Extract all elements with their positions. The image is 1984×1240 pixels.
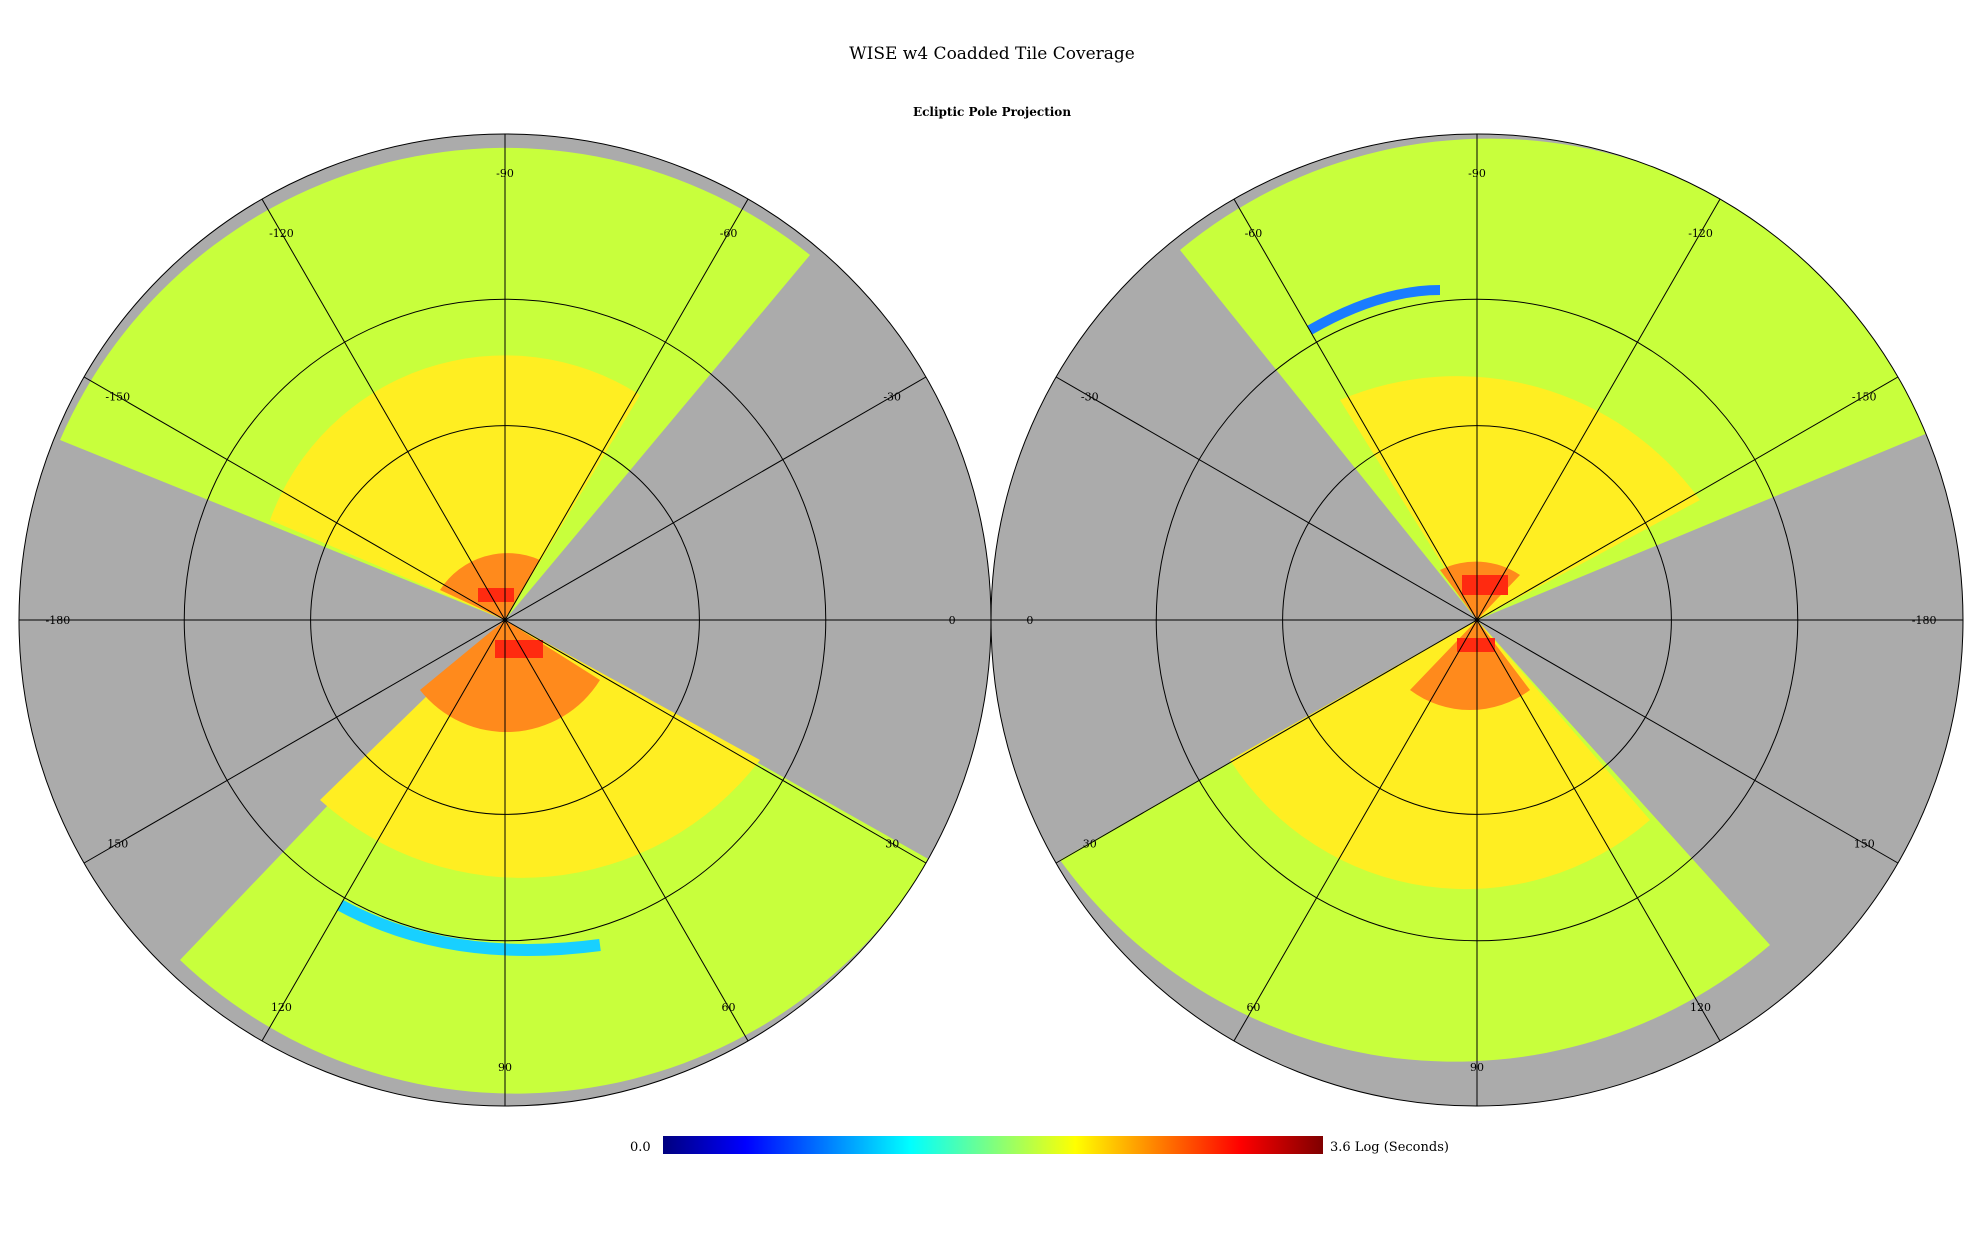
right-grid-labels: 0 -30 -60 -90 -120 -150 -180 150 120 90 60 30 xyxy=(1026,167,1936,1074)
pole-cap-lower xyxy=(1457,638,1495,652)
longitude-label: -120 xyxy=(1688,227,1713,240)
longitude-label: -30 xyxy=(883,390,901,403)
meridian-line xyxy=(83,376,927,864)
longitude-label: 150 xyxy=(107,838,128,851)
coverage-wedge-upper-mid xyxy=(270,355,640,620)
longitude-label: 90 xyxy=(1470,1061,1484,1074)
longitude-label: -60 xyxy=(720,227,738,240)
coverage-wedge-lower-inner xyxy=(420,620,600,733)
low-coverage-arc xyxy=(1307,285,1441,335)
longitude-label: -120 xyxy=(269,227,294,240)
longitude-label: -150 xyxy=(105,390,130,403)
longitude-label: 120 xyxy=(1690,1001,1711,1014)
longitude-label: 30 xyxy=(1083,838,1097,851)
right-graticule xyxy=(990,133,1964,1107)
longitude-label: 90 xyxy=(498,1061,512,1074)
map-subtitle: Ecliptic Pole Projection xyxy=(912,105,1072,119)
coverage-wedge-lower-mid xyxy=(1230,620,1650,890)
longitude-label: 0 xyxy=(949,614,956,627)
coverage-wedge-lower-mid xyxy=(320,620,760,878)
low-coverage-arc xyxy=(337,899,601,956)
left-grid-labels: -180 -150 -120 -90 -60 -30 0 30 60 90 120 150 xyxy=(46,167,956,1074)
colorbar-min-label: 0.0 xyxy=(630,1140,651,1155)
map-title: WISE w4 Coadded Tile Coverage xyxy=(849,44,1135,64)
colorbar-max-label: 3.6 Log (Seconds) xyxy=(1330,1140,1449,1155)
longitude-label: -150 xyxy=(1852,390,1877,403)
longitude-label: -60 xyxy=(1245,227,1263,240)
longitude-label: 60 xyxy=(1246,1001,1260,1014)
longitude-label: 60 xyxy=(722,1001,736,1014)
coverage-wedge-lower-inner xyxy=(1410,620,1530,710)
meridian-line xyxy=(1055,376,1899,864)
coverage-wedge-upper-mid xyxy=(1340,376,1700,620)
coverage-wedge-upper-inner xyxy=(440,553,540,620)
longitude-label: -180 xyxy=(46,614,71,627)
longitude-label: -180 xyxy=(1912,614,1937,627)
longitude-label: -90 xyxy=(496,167,514,180)
coverage-wedge-upper xyxy=(1180,138,1935,620)
longitude-label: 0 xyxy=(1026,614,1033,627)
pole-cap-upper xyxy=(478,588,514,602)
longitude-label: 120 xyxy=(271,1001,292,1014)
longitude-label: 150 xyxy=(1854,838,1875,851)
pole-cap-lower xyxy=(495,640,543,658)
longitude-label: -30 xyxy=(1081,390,1099,403)
longitude-label: -90 xyxy=(1468,167,1486,180)
colorbar xyxy=(663,1136,1323,1154)
longitude-label: 30 xyxy=(885,838,899,851)
pole-cap-upper xyxy=(1462,575,1508,595)
